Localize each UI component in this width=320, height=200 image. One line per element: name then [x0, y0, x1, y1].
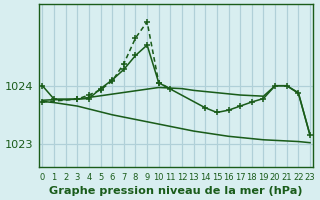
X-axis label: Graphe pression niveau de la mer (hPa): Graphe pression niveau de la mer (hPa) — [50, 186, 303, 196]
